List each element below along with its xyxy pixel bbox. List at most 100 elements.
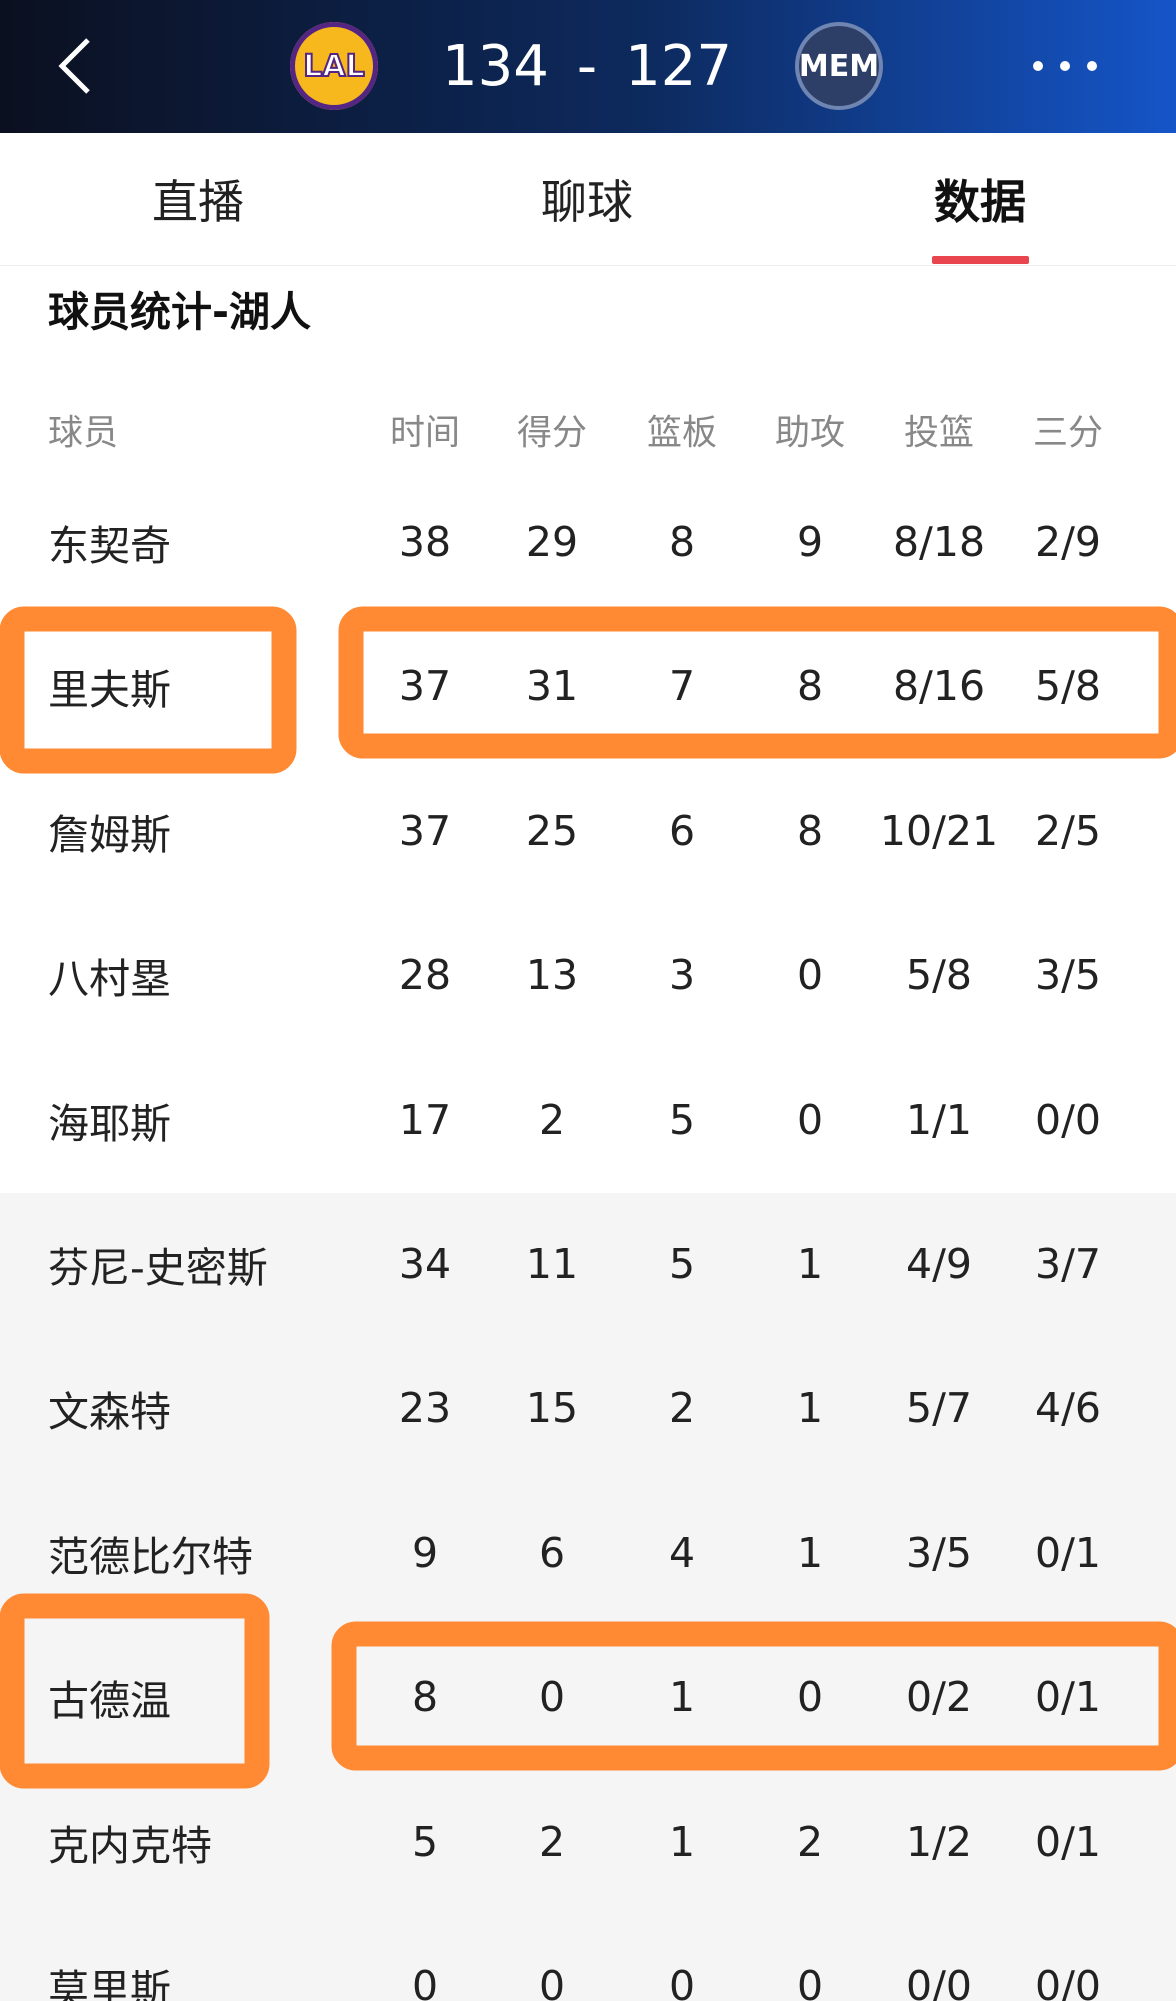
- tab-indicator: [932, 256, 1029, 264]
- player-name: 莫里斯: [48, 1966, 171, 2001]
- stat-cell: 2/5: [1035, 806, 1101, 855]
- stat-cell: 29: [525, 518, 579, 566]
- highlight-box: [0, 606, 297, 774]
- player-name: 文森特: [48, 1388, 171, 1437]
- stat-cell: 0: [411, 1962, 439, 2001]
- player-name: 克内克特: [48, 1821, 212, 1870]
- stat-cell: 38: [398, 518, 452, 566]
- stat-cell: 5/8: [906, 951, 972, 1000]
- stat-cell: 5/7: [906, 1384, 972, 1433]
- stat-cell: 6: [538, 1528, 566, 1577]
- stat-cell: 34: [398, 1240, 452, 1288]
- stat-cell: 0/1: [1035, 1817, 1101, 1866]
- stat-cell: 0: [538, 1962, 566, 2001]
- stat-cell: 9: [796, 518, 824, 566]
- stat-cell: 4/6: [1035, 1384, 1101, 1433]
- stat-cell: 5/8: [1035, 662, 1101, 711]
- stat-cell: 8: [796, 806, 824, 855]
- back-button[interactable]: [50, 36, 100, 96]
- column-header: 球员: [48, 413, 119, 454]
- column-header: 助攻: [774, 413, 845, 454]
- away-score: 127: [625, 34, 732, 99]
- stat-cell: 4: [668, 1528, 696, 1577]
- player-name: 詹姆斯: [48, 810, 171, 859]
- stat-cell: 1: [668, 1817, 696, 1866]
- stat-cell: 8: [411, 1673, 439, 1722]
- player-name: 芬尼-史密斯: [48, 1244, 268, 1292]
- stat-cell: 11: [1135, 518, 1176, 566]
- stat-cell: 31: [525, 662, 579, 711]
- stat-cell: 9: [411, 1528, 439, 1577]
- stat-cell: 10/21: [879, 806, 999, 855]
- stat-cell: 0/0: [1035, 1095, 1101, 1144]
- stat-cell: 1/1: [906, 1095, 972, 1144]
- tab[interactable]: 直播: [152, 175, 244, 229]
- tab[interactable]: 数据: [934, 175, 1026, 229]
- player-name: 范德比尔特: [48, 1532, 253, 1581]
- stat-cell: 28: [398, 951, 452, 1000]
- player-name: 东契奇: [48, 522, 171, 570]
- stat-cell: 2: [796, 1817, 824, 1866]
- stat-cell: 8/18: [892, 518, 986, 566]
- stat-cell: 2: [668, 1384, 696, 1433]
- stat-cell: 5: [668, 1240, 696, 1288]
- stat-cell: 0/2: [906, 1673, 972, 1722]
- stat-cell: 0/0: [1035, 1962, 1101, 2001]
- tab-bar: 直播 聊球 数据: [0, 133, 1176, 266]
- stat-cell: 1: [668, 1673, 696, 1722]
- stat-cell: 4/9: [906, 1240, 972, 1288]
- stat-cell: 0: [796, 1962, 824, 2001]
- stat-cell: 0: [796, 1673, 824, 1722]
- stat-cell: 11: [525, 1240, 579, 1288]
- column-header: 得分: [516, 413, 587, 454]
- stat-cell: 1: [796, 1528, 824, 1577]
- stat-cell: 1: [796, 1240, 824, 1288]
- stat-cell: 3/5: [1035, 951, 1101, 1000]
- stat-cell: 0/0: [906, 1962, 972, 2001]
- player-name: 古德温: [48, 1677, 171, 1726]
- highlight-box: [0, 1593, 270, 1789]
- stat-cell: 0: [538, 1673, 566, 1722]
- stat-cell: 6: [668, 806, 696, 855]
- stat-cell: 8: [668, 518, 696, 566]
- highlight-box: [331, 1621, 1176, 1771]
- column-header: 三分: [1032, 413, 1103, 454]
- away-logo[interactable]: MEM: [795, 22, 883, 110]
- more-button[interactable]: [1030, 56, 1100, 76]
- stat-cell: 1: [796, 1384, 824, 1433]
- stat-cell: 8: [796, 662, 824, 711]
- stat-cell: 13: [525, 951, 579, 1000]
- highlight-box: [338, 606, 1176, 759]
- column-header: 时间: [389, 413, 460, 454]
- stat-cell: 0: [796, 951, 824, 1000]
- stat-cell: 0: [796, 1095, 824, 1144]
- stat-cell: 3/5: [906, 1528, 972, 1577]
- stat-cell: 5: [668, 1095, 696, 1144]
- stat-cell: 23: [398, 1384, 452, 1433]
- stat-cell: 2: [538, 1817, 566, 1866]
- stat-cell: 3/7: [1035, 1240, 1101, 1288]
- score: 134-127: [400, 0, 774, 133]
- column-header: 篮板: [646, 413, 717, 454]
- stat-cell: 2/9: [1035, 518, 1101, 566]
- column-header: 投篮: [903, 413, 974, 454]
- stat-cell: 25: [525, 806, 579, 855]
- player-name: 八村塁: [48, 955, 171, 1004]
- home-logo[interactable]: LAL: [290, 22, 378, 110]
- tab[interactable]: 聊球: [541, 175, 633, 229]
- stat-cell: 17: [398, 1095, 452, 1144]
- stat-cell: 2: [538, 1095, 566, 1144]
- stat-cell: 7: [668, 662, 696, 711]
- player-name: 海耶斯: [48, 1099, 171, 1148]
- section-title: 球员统计-湖人: [48, 288, 312, 336]
- home-score: 134: [442, 34, 549, 99]
- stat-cell: 8/16: [892, 662, 986, 711]
- stat-cell: 15: [525, 1384, 579, 1433]
- stat-cell: 37: [398, 806, 452, 855]
- stat-cell: 5: [411, 1817, 439, 1866]
- stat-cell: 3: [668, 951, 696, 1000]
- stat-cell: 0/1: [1035, 1673, 1101, 1722]
- header: LAL 134-127 MEM: [0, 0, 1176, 133]
